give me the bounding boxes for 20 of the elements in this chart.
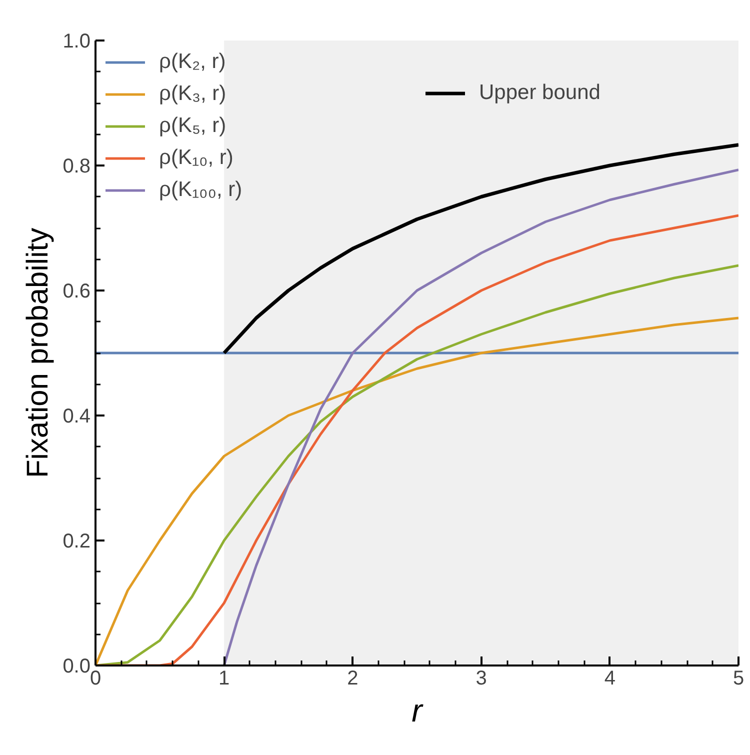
legend-label: ρ(K₃, r) (159, 82, 226, 106)
x-tick-label: 2 (347, 668, 358, 690)
x-tick-label: 5 (732, 668, 744, 690)
x-tick-label: 0 (90, 668, 102, 690)
x-tick-label: 3 (476, 668, 487, 690)
legend-label: ρ(K₂, r) (159, 50, 226, 74)
y-tick-label: 0.4 (62, 406, 91, 428)
x-tick-label: 1 (218, 668, 230, 690)
y-tick-label: 1.0 (62, 30, 91, 52)
legend-label: Upper bound (479, 81, 600, 105)
y-tick-label: 0.0 (62, 656, 91, 678)
y-axis-title: Fixation probability (22, 228, 55, 478)
y-tick-label: 0.2 (62, 530, 91, 552)
x-tick-label: 4 (604, 668, 616, 690)
y-tick-label: 0.6 (62, 280, 91, 302)
legend-label: ρ(K₁₀, r) (159, 146, 234, 170)
legend-label: ρ(K₅, r) (159, 114, 226, 138)
x-axis-title: r (412, 692, 424, 728)
y-tick-label: 0.8 (62, 156, 91, 178)
legend-label: ρ(K₁₀₀, r) (159, 178, 242, 202)
